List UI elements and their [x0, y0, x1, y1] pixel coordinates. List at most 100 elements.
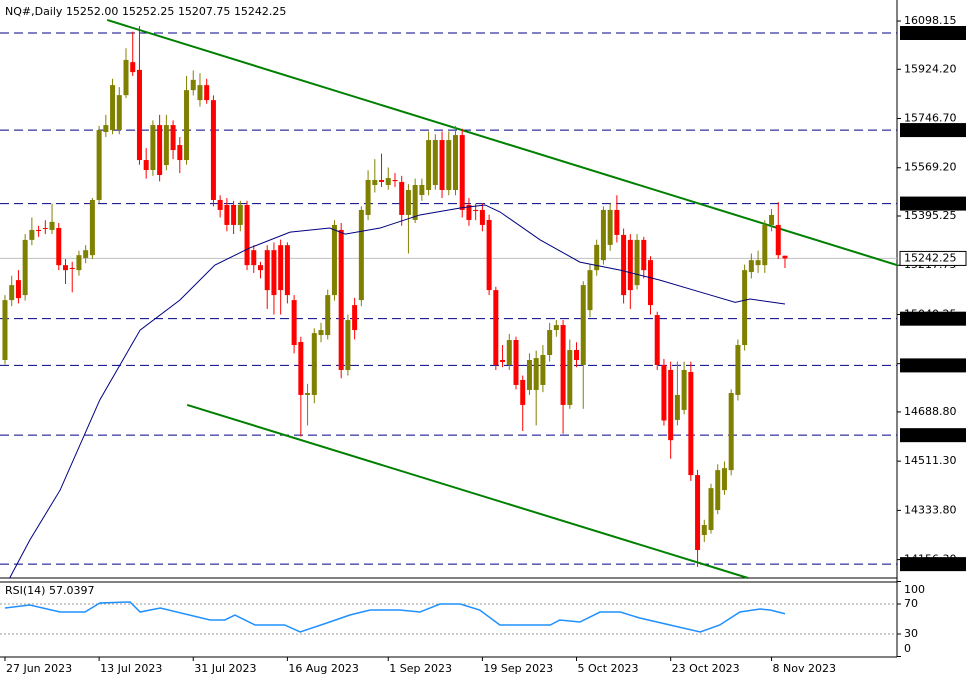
- level-label-box: [900, 428, 966, 443]
- candle-body: [271, 250, 277, 296]
- candle-body: [412, 184, 418, 220]
- candle-body: [284, 245, 290, 296]
- candle-body: [580, 285, 586, 365]
- moving-average: [9, 204, 786, 579]
- candle-body: [782, 255, 788, 259]
- candle-body: [486, 219, 492, 291]
- candle-body: [695, 475, 701, 550]
- candle-body: [311, 333, 317, 395]
- candle-body: [136, 69, 142, 161]
- candle-body: [681, 369, 687, 410]
- rsi-line: [4, 601, 786, 633]
- candle-body: [459, 135, 465, 210]
- candle-body: [56, 227, 62, 266]
- current-price-box: [899, 250, 967, 266]
- y-tick-label: 14511.30: [904, 454, 957, 467]
- candle-body: [298, 341, 304, 395]
- candle-body: [365, 180, 371, 215]
- candle-body: [466, 204, 472, 220]
- candle-body: [42, 227, 48, 229]
- candle-body: [157, 125, 163, 176]
- rsi-value: 57.0397: [49, 584, 95, 597]
- candle-body: [493, 290, 499, 365]
- level-label: 15440.00: [904, 197, 957, 210]
- candle-body: [533, 358, 539, 390]
- candle-body: [184, 90, 190, 161]
- candle-body: [217, 199, 223, 210]
- candle-body: [116, 95, 122, 131]
- candle-body: [358, 209, 364, 301]
- symbol: NQ#,Daily: [5, 5, 63, 18]
- candle-body: [244, 204, 250, 266]
- candle-body: [654, 315, 660, 365]
- candle-body: [231, 204, 237, 225]
- candle-body: [473, 209, 479, 212]
- candle-body: [715, 470, 721, 511]
- candle-body: [634, 239, 640, 286]
- candle-body: [560, 325, 566, 405]
- candle-body: [479, 209, 485, 225]
- candle-body: [264, 250, 270, 291]
- candle-body: [291, 300, 297, 346]
- candle-body: [520, 379, 526, 405]
- candle-body: [251, 250, 257, 266]
- candle-body: [352, 305, 358, 331]
- candle-body: [748, 260, 754, 273]
- candle-body: [305, 393, 311, 395]
- y-tick-label: 14688.80: [904, 405, 957, 418]
- candle-body: [688, 371, 694, 476]
- candle-body: [735, 345, 741, 395]
- candle-body: [210, 100, 216, 200]
- y-tick-label: 15746.70: [904, 112, 957, 125]
- candle-body: [9, 285, 15, 301]
- candle-body: [257, 265, 263, 271]
- x-tick-label: 8 Nov 2023: [773, 662, 836, 675]
- level-label: 14140.00: [904, 557, 957, 570]
- candle-body: [338, 229, 344, 370]
- header-open: 15252.00: [66, 5, 119, 18]
- candle-body: [742, 270, 748, 346]
- candle-body: [600, 209, 606, 261]
- y-tick-label: 15924.20: [904, 62, 957, 75]
- candle-body: [345, 320, 351, 370]
- chart-header: NQ#,Daily 15252.00 15252.25 15207.75 152…: [5, 5, 286, 18]
- x-tick-label: 16 Aug 2023: [288, 662, 358, 675]
- candle-body: [76, 255, 82, 271]
- candle-body: [49, 221, 55, 230]
- candle-body: [513, 340, 519, 385]
- candle-body: [668, 369, 674, 441]
- candle-body: [399, 181, 405, 215]
- candle-body: [278, 245, 284, 291]
- candle-body: [177, 145, 183, 161]
- candle-body: [318, 330, 324, 336]
- level-label-box: [900, 557, 966, 572]
- candle-body: [96, 130, 102, 200]
- candle-body: [163, 125, 169, 166]
- candle-body: [439, 140, 445, 190]
- rsi-header: RSI(14) 57.0397: [5, 584, 94, 597]
- candle-body: [701, 525, 707, 536]
- candle-body: [755, 260, 761, 266]
- candle-body: [614, 209, 620, 235]
- candle-body: [385, 178, 391, 185]
- x-tick-label: 13 Jul 2023: [100, 662, 162, 675]
- header-low: 15207.75: [178, 5, 231, 18]
- level-label-box: [900, 26, 966, 41]
- candle-body: [204, 85, 210, 101]
- candle-body: [607, 209, 613, 245]
- candle-body: [190, 79, 196, 91]
- level-label: 14605.00: [904, 428, 957, 441]
- level-label: 15025.00: [904, 312, 957, 325]
- candle-body: [89, 199, 95, 256]
- candle-body: [452, 135, 458, 190]
- x-tick-label: 19 Sep 2023: [483, 662, 553, 675]
- candle-body: [237, 204, 243, 225]
- x-tick-label: 31 Jul 2023: [194, 662, 256, 675]
- candle-body: [62, 265, 68, 271]
- candle-body: [103, 125, 109, 133]
- candle-body: [130, 62, 136, 73]
- candle-body: [587, 270, 593, 311]
- candle-body: [69, 267, 75, 270]
- candle-body: [83, 250, 89, 258]
